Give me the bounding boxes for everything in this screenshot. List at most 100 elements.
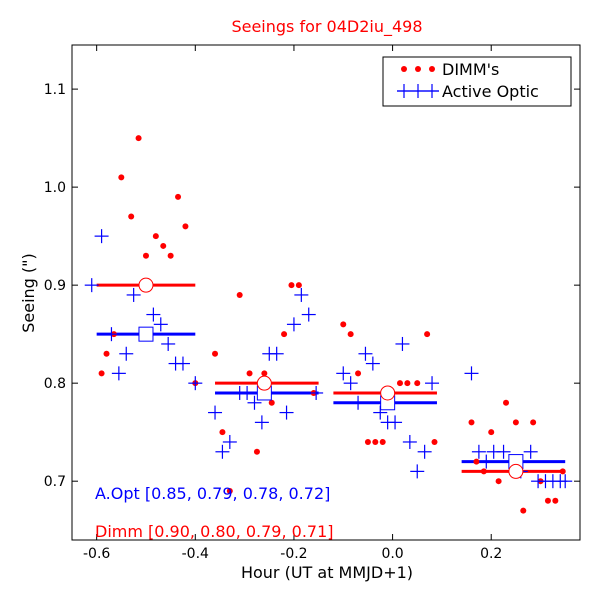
x-tick-label-0: -0.6 bbox=[83, 546, 110, 562]
legend-dimm-dot-2 bbox=[429, 66, 435, 72]
aopt-point-14 bbox=[215, 444, 230, 459]
x-axis-label: Hour (UT at MMJD+1) bbox=[241, 563, 413, 582]
aopt-point-2 bbox=[104, 327, 119, 342]
aopt-point-31 bbox=[365, 356, 380, 371]
dimm-point-47 bbox=[544, 497, 551, 504]
y-tick-label-2: 0.9 bbox=[44, 278, 66, 294]
aopt-point-0 bbox=[84, 278, 99, 293]
annotation-dimm: Dimm [0.90, 0.80, 0.79, 0.71] bbox=[95, 522, 334, 541]
dimm-point-3 bbox=[118, 174, 125, 181]
chart-title: Seeings for 04D2iu_498 bbox=[231, 17, 422, 37]
aopt-point-30 bbox=[358, 346, 373, 361]
aopt-point-25 bbox=[301, 307, 316, 322]
aopt-point-1 bbox=[94, 229, 109, 244]
plot-frame bbox=[71, 44, 581, 541]
dimm-point-9 bbox=[167, 252, 174, 259]
aopt-point-42 bbox=[479, 454, 494, 469]
dimm-point-10 bbox=[175, 193, 182, 200]
dimm-point-30 bbox=[379, 438, 386, 445]
dimm-point-5 bbox=[135, 135, 142, 142]
legend-label-active-optic: Active Optic bbox=[442, 82, 539, 101]
dimm-point-29 bbox=[372, 438, 379, 445]
dimm-point-20 bbox=[268, 399, 275, 406]
y-tick-label-0: 0.7 bbox=[44, 474, 66, 490]
y-tick-label-4: 1.1 bbox=[44, 82, 66, 98]
dimm-point-21 bbox=[281, 331, 288, 338]
legend-box bbox=[382, 56, 572, 107]
dimm-point-0 bbox=[98, 370, 105, 377]
dimm-point-13 bbox=[212, 350, 219, 357]
aopt-point-18 bbox=[247, 395, 262, 410]
dimm-point-44 bbox=[520, 507, 527, 514]
aopt-point-19 bbox=[254, 415, 269, 430]
dimm-point-17 bbox=[246, 370, 253, 377]
dimm-point-28 bbox=[364, 438, 371, 445]
dimm-point-40 bbox=[488, 429, 495, 436]
aopt-point-28 bbox=[343, 376, 358, 391]
aopt-point-35 bbox=[395, 336, 410, 351]
legend-dimm-dot-1 bbox=[415, 66, 421, 72]
dimm-point-23 bbox=[295, 282, 302, 289]
legend-markers bbox=[397, 66, 439, 98]
aopt-point-24 bbox=[294, 287, 309, 302]
aopt-point-13 bbox=[208, 405, 223, 420]
dimm-point-34 bbox=[414, 380, 421, 387]
dimm-mean-marker-3 bbox=[508, 463, 524, 479]
dimm-point-19 bbox=[261, 370, 268, 377]
aopt-point-15 bbox=[222, 434, 237, 449]
dimm-point-15 bbox=[226, 487, 233, 494]
dimm-point-4 bbox=[128, 213, 135, 220]
aopt-point-23 bbox=[286, 317, 301, 332]
aopt-point-39 bbox=[425, 376, 440, 391]
aopt-point-38 bbox=[417, 444, 432, 459]
aopt-point-12 bbox=[188, 376, 203, 391]
dimm-point-39 bbox=[480, 468, 487, 475]
aopt-point-22 bbox=[279, 405, 294, 420]
dimm-point-41 bbox=[495, 478, 502, 485]
aopt-point-5 bbox=[126, 287, 141, 302]
dimm-point-27 bbox=[355, 370, 362, 377]
annotation-aopt: A.Opt [0.85, 0.79, 0.78, 0.72] bbox=[95, 484, 330, 503]
x-tick-label-4: 0.2 bbox=[480, 546, 502, 562]
dimm-point-8 bbox=[160, 242, 167, 249]
dimm-point-36 bbox=[431, 438, 438, 445]
dimm-point-7 bbox=[152, 233, 159, 240]
dimm-mean-marker-1 bbox=[256, 375, 272, 391]
x-tick-label-3: 0.0 bbox=[381, 546, 403, 562]
aopt-point-17 bbox=[240, 385, 255, 400]
dimm-point-25 bbox=[340, 321, 347, 328]
dimm-point-37 bbox=[468, 419, 475, 426]
dimm-point-22 bbox=[288, 282, 295, 289]
x-tick-label-2: -0.2 bbox=[280, 546, 307, 562]
aopt-point-44 bbox=[496, 444, 511, 459]
legend-dimm-dot-0 bbox=[401, 66, 407, 72]
dimm-point-14 bbox=[219, 429, 226, 436]
aopt-mean-marker-0 bbox=[138, 326, 154, 342]
legend-label-dimm: DIMM's bbox=[442, 60, 499, 79]
aopt-point-4 bbox=[119, 346, 134, 361]
x-tick-label-1: -0.4 bbox=[182, 546, 209, 562]
aopt-point-27 bbox=[336, 366, 351, 381]
aopt-point-29 bbox=[351, 395, 366, 410]
dimm-mean-marker-0 bbox=[138, 277, 154, 293]
aopt-point-40 bbox=[464, 366, 479, 381]
dimm-point-42 bbox=[503, 399, 510, 406]
aopt-point-21 bbox=[269, 346, 284, 361]
axis-ticks: -0.6 -0.4 -0.2 0.0 0.2 0.7 0.8 0.9 1.0 1.1 bbox=[44, 45, 580, 562]
dimm-point-49 bbox=[559, 468, 566, 475]
aopt-point-36 bbox=[402, 434, 417, 449]
aopt-point-26 bbox=[309, 385, 324, 400]
dimm-point-43 bbox=[512, 419, 519, 426]
aopt-point-9 bbox=[161, 336, 176, 351]
dimm-point-35 bbox=[424, 331, 431, 338]
aopt-point-8 bbox=[153, 317, 168, 332]
aopt-point-41 bbox=[471, 444, 486, 459]
dimm-point-11 bbox=[182, 223, 189, 230]
dimm-point-16 bbox=[236, 291, 243, 298]
dimm-point-6 bbox=[142, 252, 149, 259]
aopt-point-34 bbox=[388, 415, 403, 430]
dimm-point-33 bbox=[404, 380, 411, 387]
dimm-point-1 bbox=[103, 350, 110, 357]
aopt-point-3 bbox=[111, 366, 126, 381]
y-tick-label-3: 1.0 bbox=[44, 180, 66, 196]
